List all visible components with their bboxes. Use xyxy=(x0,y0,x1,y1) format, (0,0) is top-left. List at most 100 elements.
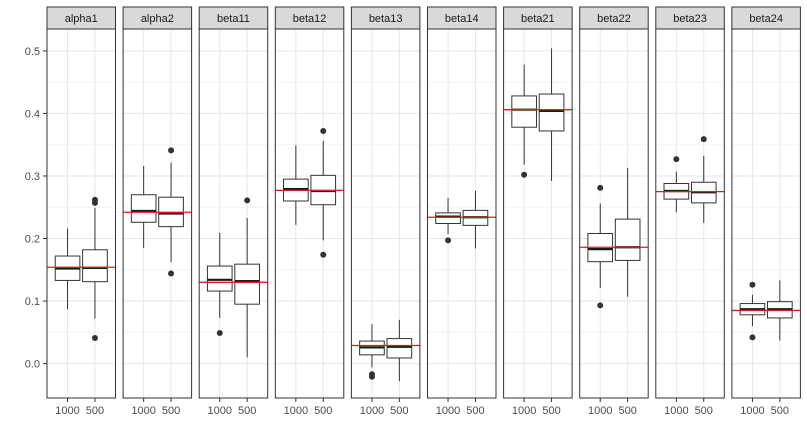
facet-strip-label: beta14 xyxy=(445,13,479,25)
facet-strip-label: beta24 xyxy=(749,13,783,25)
x-tick-label: 1000 xyxy=(512,405,536,417)
outlier-point xyxy=(216,329,223,336)
outlier-point xyxy=(597,184,604,191)
y-tick-label: 0.2 xyxy=(25,234,40,246)
panel-background xyxy=(199,29,268,398)
x-tick-label: 500 xyxy=(542,405,560,417)
facet-panel-alpha1: alpha1 1000 500 xyxy=(46,6,116,417)
outlier-point xyxy=(244,197,251,204)
panel-background xyxy=(351,29,420,398)
box-iqr xyxy=(386,338,413,359)
box-alpha1-500 xyxy=(82,196,108,341)
facet-strip-label: alpha1 xyxy=(65,13,98,25)
x-tick-label: 500 xyxy=(162,405,180,417)
x-tick-label: 1000 xyxy=(131,405,155,417)
box-beta21-500 xyxy=(538,48,565,181)
y-tick-label: 0.5 xyxy=(25,46,40,58)
box-iqr xyxy=(435,212,461,225)
box-iqr xyxy=(511,95,537,128)
facet-panel-beta23: beta23 1000 500 xyxy=(655,6,725,417)
facet-panel-beta22: beta22 1000 500 xyxy=(579,6,649,417)
panel-background xyxy=(579,29,649,398)
y-tick-label: 0.1 xyxy=(25,296,40,308)
panel-border xyxy=(503,28,573,399)
facet-panel-beta14: beta14 1000 500 xyxy=(427,6,497,417)
box-iqr xyxy=(206,265,233,292)
panel-background xyxy=(503,29,573,398)
facet-panel-alpha2: alpha2 1000 500 xyxy=(122,6,193,417)
outlier-point xyxy=(91,334,98,341)
outlier-point xyxy=(168,270,175,277)
outlier-point xyxy=(673,156,680,163)
x-tick-label: 500 xyxy=(618,405,636,417)
y-tick-label: 0.0 xyxy=(25,359,40,371)
facet-strip-label: beta23 xyxy=(673,13,707,25)
box-alpha1-1000 xyxy=(54,228,81,310)
x-tick-label: 500 xyxy=(695,405,713,417)
panel-border xyxy=(427,28,497,399)
box-beta11-500 xyxy=(234,197,260,358)
panel-border xyxy=(350,28,421,399)
box-alpha2-1000 xyxy=(130,165,157,248)
panel-border xyxy=(579,28,649,399)
box-beta24-1000 xyxy=(739,281,766,341)
outlier-point xyxy=(368,373,375,380)
x-tick-label: 500 xyxy=(390,405,408,417)
x-tick-label: 500 xyxy=(314,405,332,417)
x-tick-label: 1000 xyxy=(55,405,79,417)
x-tick-label: 1000 xyxy=(436,405,460,417)
y-tick-label: 0.3 xyxy=(25,171,40,183)
box-beta11-1000 xyxy=(206,232,233,336)
panel-background xyxy=(655,29,725,398)
outlier-point xyxy=(700,136,707,143)
facet-strip-label: beta11 xyxy=(217,13,250,25)
box-beta13-500 xyxy=(386,319,413,382)
box-iqr xyxy=(538,93,565,132)
x-tick-label: 1000 xyxy=(588,405,612,417)
facet-panel-beta12: beta12 1000 500 xyxy=(274,6,345,417)
x-tick-label: 1000 xyxy=(664,405,688,417)
outlier-point xyxy=(521,171,528,178)
panel-background xyxy=(731,29,801,398)
x-tick-label: 1000 xyxy=(284,405,308,417)
box-iqr xyxy=(234,263,260,305)
box-beta13-1000 xyxy=(359,324,385,380)
facet-strip-label: beta21 xyxy=(521,13,555,25)
outlier-point xyxy=(749,281,756,288)
panel-border xyxy=(122,28,193,399)
y-tick-label: 0.4 xyxy=(25,108,40,120)
panel-border xyxy=(274,28,345,399)
outlier-point xyxy=(320,251,327,258)
x-tick-label: 500 xyxy=(466,405,484,417)
outlier-point xyxy=(749,334,756,341)
outlier-point xyxy=(597,302,604,309)
facet-panel-beta13: beta13 1000 500 xyxy=(350,6,421,417)
box-iqr xyxy=(614,218,641,261)
facet-panel-beta24: beta24 1000 500 xyxy=(731,6,801,417)
x-tick-label: 500 xyxy=(238,405,256,417)
outlier-point xyxy=(168,147,175,154)
panel-border xyxy=(198,28,269,399)
x-tick-label: 1000 xyxy=(360,405,384,417)
panel-background xyxy=(47,29,116,398)
panel-background xyxy=(275,29,344,398)
x-tick-label: 500 xyxy=(86,405,104,417)
facet-panel-beta11: beta11 1000 500 xyxy=(198,6,269,417)
panel-border xyxy=(731,28,801,399)
facet-strip-label: beta22 xyxy=(597,13,631,25)
facet-panel-beta21: beta21 1000 500 xyxy=(503,6,573,417)
outlier-point xyxy=(445,237,452,244)
facet-strip-label: alpha2 xyxy=(141,13,174,25)
x-tick-label: 1000 xyxy=(740,405,764,417)
panel-border xyxy=(46,28,116,399)
outlier-point xyxy=(91,196,98,203)
facet-strip-label: beta12 xyxy=(293,13,327,25)
box-iqr xyxy=(130,194,157,223)
box-beta23-500 xyxy=(690,136,717,223)
x-tick-label: 1000 xyxy=(208,405,232,417)
panel-border xyxy=(655,28,725,399)
facet-strip-label: beta13 xyxy=(369,13,403,25)
box-iqr xyxy=(82,249,108,283)
x-tick-label: 500 xyxy=(771,405,789,417)
